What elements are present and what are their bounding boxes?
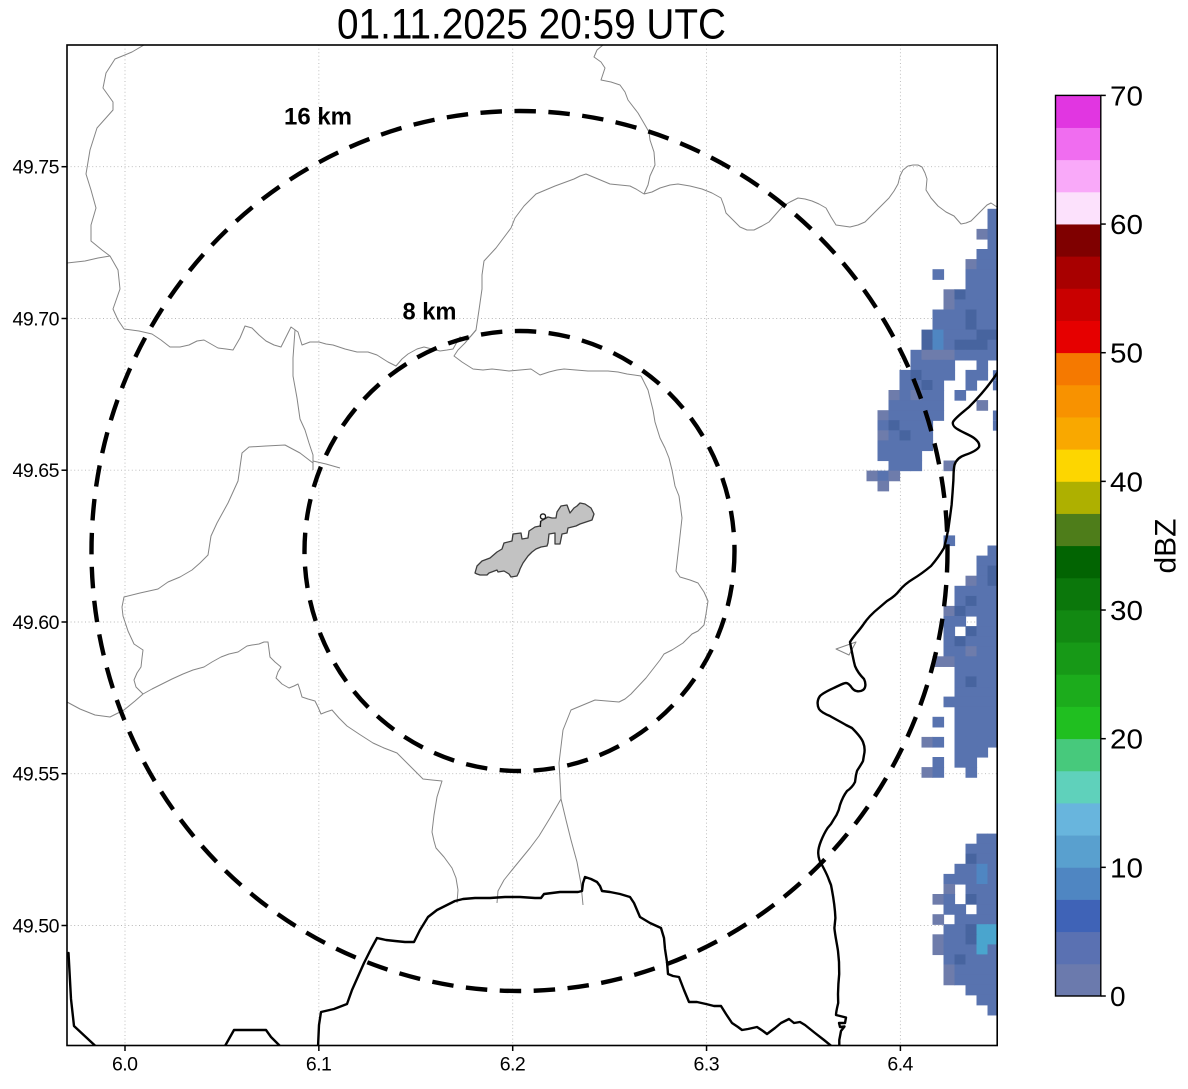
svg-text:01.11.2025 20:59 UTC: 01.11.2025 20:59 UTC — [337, 2, 726, 49]
svg-text:49.75: 49.75 — [13, 157, 60, 179]
svg-text:16 km: 16 km — [284, 104, 352, 131]
svg-text:dBZ: dBZ — [1150, 518, 1183, 573]
svg-text:49.65: 49.65 — [13, 460, 60, 482]
svg-text:70: 70 — [1110, 80, 1143, 111]
svg-text:49.50: 49.50 — [13, 915, 60, 937]
svg-text:6.4: 6.4 — [887, 1054, 913, 1076]
svg-text:49.60: 49.60 — [13, 612, 60, 634]
svg-text:20: 20 — [1110, 724, 1143, 755]
svg-text:40: 40 — [1110, 466, 1143, 497]
svg-text:49.70: 49.70 — [13, 308, 60, 330]
svg-text:6.0: 6.0 — [112, 1054, 138, 1076]
svg-text:8 km: 8 km — [403, 299, 457, 326]
svg-text:60: 60 — [1110, 209, 1143, 240]
svg-text:0: 0 — [1110, 981, 1126, 1012]
svg-text:6.3: 6.3 — [694, 1054, 720, 1076]
svg-text:6.1: 6.1 — [306, 1054, 332, 1076]
svg-text:30: 30 — [1110, 595, 1143, 626]
svg-text:6.2: 6.2 — [500, 1054, 526, 1076]
svg-text:50: 50 — [1110, 338, 1143, 369]
svg-text:49.55: 49.55 — [13, 764, 60, 786]
svg-text:10: 10 — [1110, 852, 1143, 883]
